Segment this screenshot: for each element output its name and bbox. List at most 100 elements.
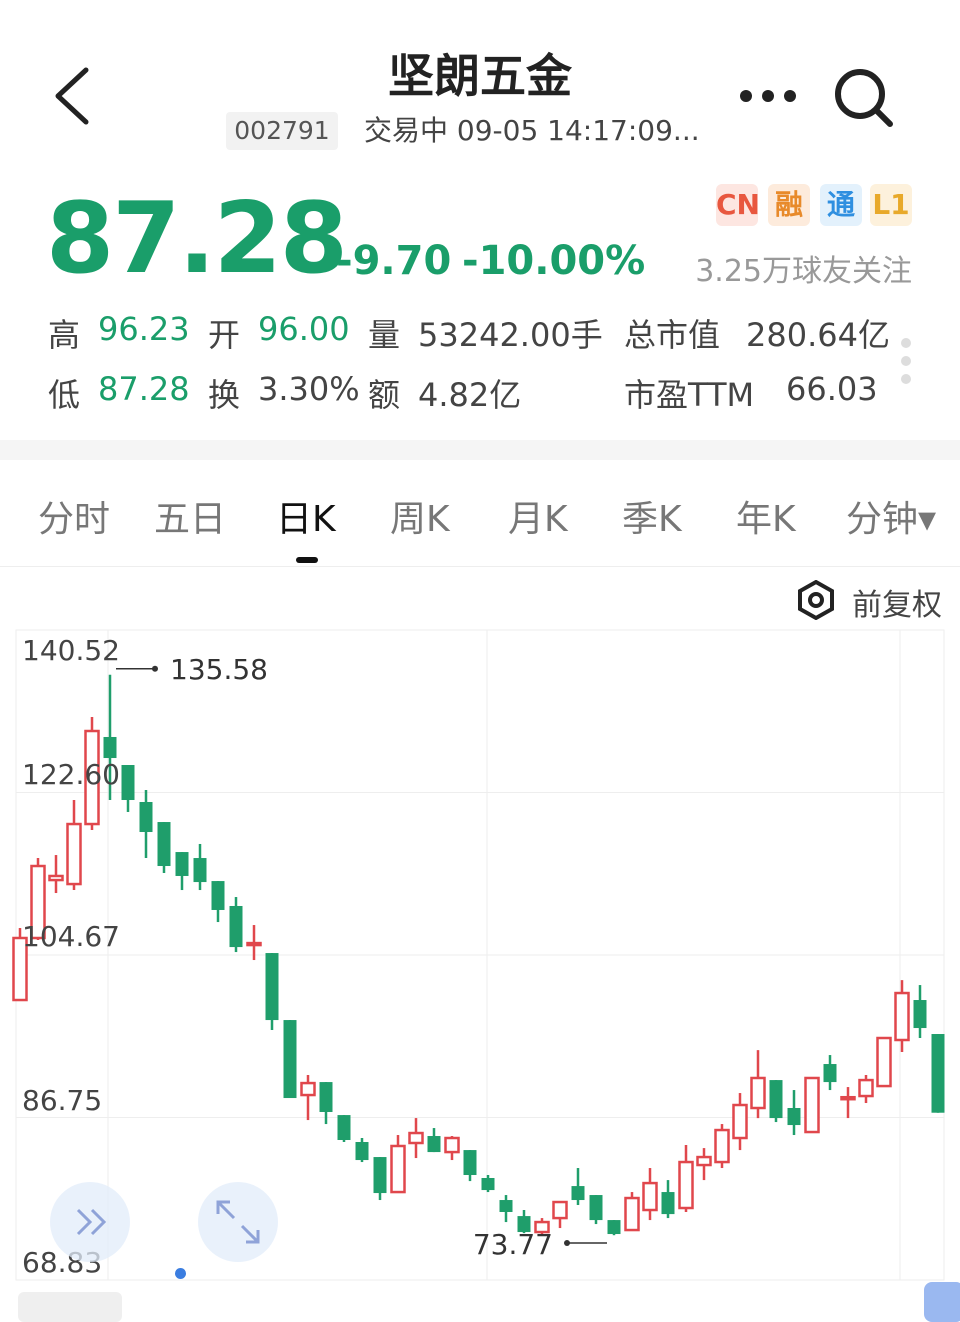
candle <box>931 1034 945 1113</box>
badge-level1[interactable]: L1 <box>870 184 912 226</box>
tab-3[interactable]: 周K <box>390 499 450 540</box>
tab-7[interactable]: 分钟▾ <box>846 499 937 540</box>
fullscreen-button[interactable] <box>198 1182 278 1262</box>
expand-sidebar-button[interactable] <box>50 1182 130 1262</box>
badge-margin[interactable]: 融 <box>768 184 810 226</box>
stat-value: 87.28 <box>98 370 190 408</box>
candle <box>463 1150 477 1182</box>
section-divider <box>0 440 960 460</box>
y-axis-tick: 140.52 <box>22 634 120 667</box>
price-change-percent: -10.00% <box>462 238 646 284</box>
badge-cn[interactable]: CN <box>716 184 760 226</box>
max-marker-dot <box>152 665 158 672</box>
candle <box>534 1218 550 1235</box>
tab-0[interactable]: 分时 <box>38 499 111 540</box>
tab-1[interactable]: 五日 <box>154 499 227 540</box>
candle <box>48 855 64 894</box>
stock-code: 002791 <box>226 112 338 150</box>
candle <box>714 1124 730 1169</box>
candle <box>499 1195 513 1223</box>
candle <box>175 852 189 891</box>
stats-more-icon[interactable] <box>898 336 914 386</box>
candle <box>823 1055 837 1091</box>
stat-label: 量 <box>368 316 401 354</box>
candle <box>858 1074 874 1104</box>
candle <box>12 928 28 1002</box>
candle <box>481 1175 495 1193</box>
candle <box>283 1020 297 1099</box>
back-chevron-icon[interactable] <box>50 66 94 126</box>
trading-status: 交易中 09-05 14:17:09... <box>364 114 700 147</box>
more-icon[interactable] <box>738 86 798 106</box>
candle <box>408 1118 424 1159</box>
badge-connect[interactable]: 通 <box>820 184 862 226</box>
candle <box>265 953 279 1031</box>
stock-title: 坚朗五金 <box>388 49 572 103</box>
candle <box>571 1168 585 1206</box>
stat-value: 96.23 <box>98 310 190 348</box>
double-chevron-right-icon <box>76 1208 107 1236</box>
candle <box>787 1090 801 1136</box>
page-dot <box>175 1268 186 1279</box>
candle <box>642 1168 658 1221</box>
candle <box>876 1036 892 1088</box>
tab-2[interactable]: 日K <box>276 499 336 540</box>
candle <box>390 1135 406 1194</box>
stat-label: 换 <box>208 376 241 414</box>
scroll-top-button[interactable] <box>924 1282 960 1322</box>
candle <box>552 1200 568 1229</box>
candle <box>696 1148 712 1181</box>
candle <box>139 790 153 859</box>
candle <box>84 717 100 831</box>
candle <box>373 1157 387 1201</box>
stat-value: 66.03 <box>786 370 878 408</box>
stat-label: 低 <box>48 376 81 414</box>
tab-divider <box>0 566 960 567</box>
candle <box>444 1136 460 1161</box>
candle <box>517 1210 531 1234</box>
y-axis-tick: 122.60 <box>22 758 120 791</box>
candle <box>103 674 117 801</box>
candle <box>750 1050 766 1119</box>
candle <box>607 1220 621 1236</box>
stat-value: 53242.00手 <box>418 316 603 354</box>
y-axis-tick: 86.75 <box>22 1084 102 1117</box>
candle <box>355 1138 369 1163</box>
price-change: -9.70 <box>336 238 452 284</box>
candle <box>913 985 927 1039</box>
stat-value: 3.30% <box>258 370 360 408</box>
candle <box>624 1192 640 1232</box>
candle <box>319 1082 333 1125</box>
stat-value: 96.00 <box>258 310 350 348</box>
candle <box>337 1115 351 1143</box>
tab-4[interactable]: 月K <box>508 499 568 540</box>
candle <box>30 858 46 940</box>
candle <box>193 843 207 891</box>
adjust-settings-icon[interactable] <box>796 580 836 620</box>
follower-count: 3.25万球友关注 <box>695 254 912 289</box>
candle <box>300 1074 316 1121</box>
tab-6[interactable]: 年K <box>736 499 796 540</box>
candle <box>894 980 910 1053</box>
max-price-label: 135.58 <box>170 653 268 686</box>
candle <box>661 1180 675 1219</box>
candle <box>66 800 82 891</box>
candle <box>840 1087 856 1119</box>
stat-label: 额 <box>368 376 401 414</box>
candle <box>157 822 171 873</box>
fullscreen-arrows-icon <box>216 1200 260 1244</box>
candle <box>121 765 135 812</box>
search-icon[interactable] <box>832 66 896 130</box>
adjust-mode-label[interactable]: 前复权 <box>852 588 942 623</box>
candle <box>246 925 262 961</box>
candle <box>229 897 243 953</box>
candle <box>211 881 225 923</box>
candle <box>804 1076 820 1134</box>
stat-label: 总市值 <box>624 316 721 354</box>
stat-value: 280.64亿 <box>746 316 890 354</box>
tab-5[interactable]: 季K <box>622 499 682 540</box>
indicator-tab[interactable] <box>18 1292 122 1322</box>
stat-label: 开 <box>208 316 241 354</box>
y-axis-tick: 104.67 <box>22 920 120 953</box>
